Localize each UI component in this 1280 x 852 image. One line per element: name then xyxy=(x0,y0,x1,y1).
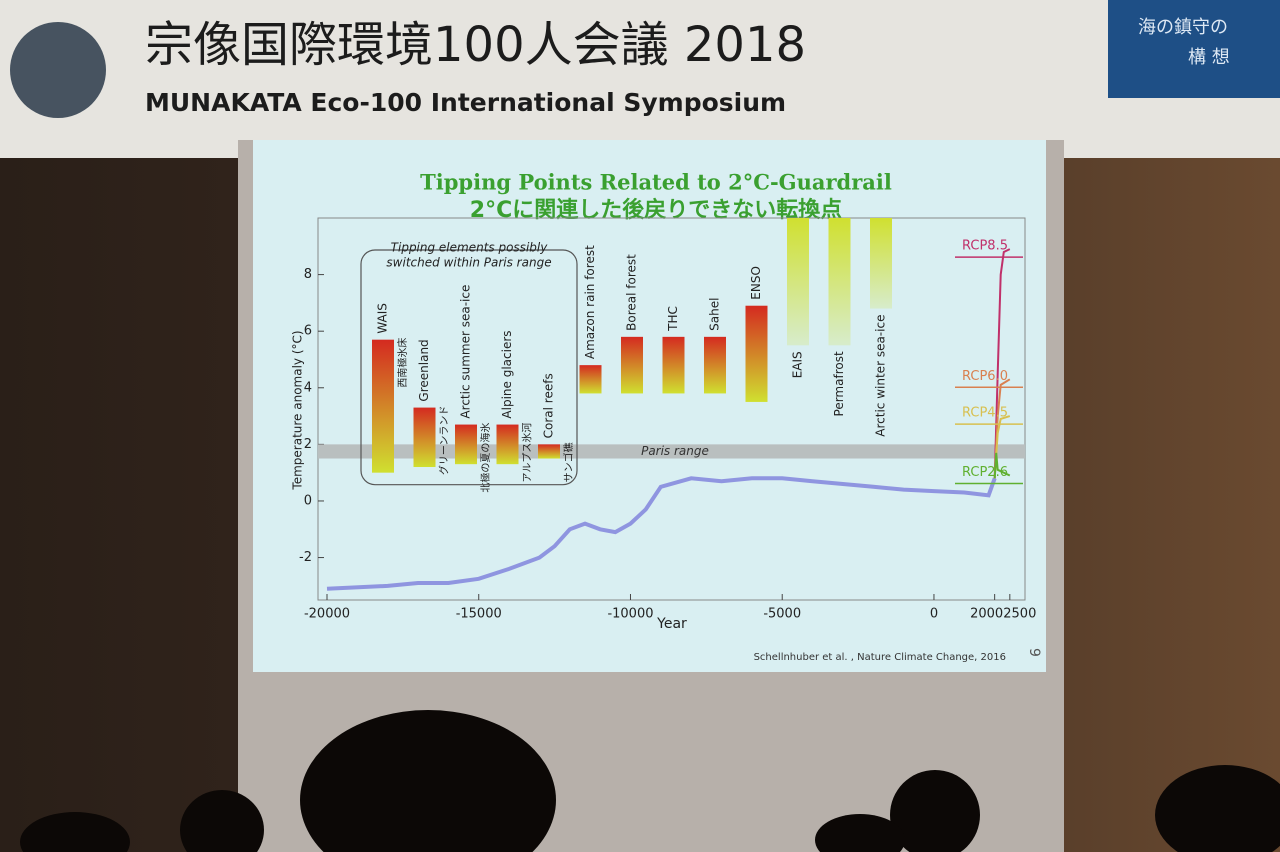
band-label: Paris range xyxy=(641,444,709,458)
x-tick-label: 2000 xyxy=(970,607,1003,622)
x-tick-label: -5000 xyxy=(763,607,801,622)
tipping-bar xyxy=(621,336,643,394)
group-label: switched within Paris range xyxy=(386,256,551,270)
side-text: 海の鎮守の xyxy=(1138,17,1228,38)
slide-title: Tipping Points Related to 2°C-Guardrail xyxy=(420,170,892,195)
banner-title-ja: 宗像国際環境100人会議 2018 xyxy=(145,17,806,73)
category-label-ja: サンゴ礁 xyxy=(562,442,575,482)
y-tick-label: 4 xyxy=(304,380,312,395)
category-label: Greenland xyxy=(417,339,431,401)
series-line xyxy=(993,452,1011,479)
category-label-ja: グリーンランド xyxy=(438,406,451,476)
silhouette xyxy=(890,770,980,852)
legend-label: RCP6.0 xyxy=(962,369,1008,384)
x-tick-label: -10000 xyxy=(607,607,653,622)
y-tick-label: 0 xyxy=(304,493,312,508)
category-label-ja: 西南極氷床 xyxy=(396,338,409,388)
category-label: Permafrost xyxy=(832,351,846,416)
plot: -2 0 2 4 6 8 -20000 -15000 -10000 -5000 0 2000 2500 P… xyxy=(299,217,1036,622)
series-line xyxy=(326,476,997,591)
y-axis-label: Temperature anomaly (°C) xyxy=(291,330,305,490)
tipping-bar xyxy=(455,424,477,465)
tipping-bar xyxy=(870,218,892,309)
x-tick-label: -15000 xyxy=(456,607,502,622)
legend-label: RCP8.5 xyxy=(962,239,1008,254)
tipping-bar xyxy=(704,336,726,394)
tipping-bar xyxy=(496,424,519,465)
category-label: Sahel xyxy=(708,298,722,331)
category-label: Arctic summer sea-ice xyxy=(459,285,473,419)
y-tick-label: 8 xyxy=(304,267,312,282)
legend-label: RCP4.5 xyxy=(962,406,1008,421)
category-label-ja: アルプス氷河 xyxy=(521,423,534,483)
legend-label: RCP2.6 xyxy=(962,465,1008,480)
tipping-bar xyxy=(372,339,394,473)
silhouette xyxy=(180,790,264,852)
series-line xyxy=(993,248,1011,479)
x-axis-label: Year xyxy=(656,616,687,632)
category-label: Arctic winter sea-ice xyxy=(874,315,888,437)
x-tick-label: 0 xyxy=(930,607,938,622)
y-tick-label: -2 xyxy=(299,550,312,565)
tipping-bar xyxy=(662,336,685,394)
y-tick-label: 2 xyxy=(304,437,312,452)
category-label-ja: 北極の夏の海氷 xyxy=(479,423,492,493)
category-label: Amazon rain forest xyxy=(583,245,597,359)
silhouette xyxy=(300,710,556,852)
category-label: EAIS xyxy=(791,351,805,378)
x-tick-label: -20000 xyxy=(304,607,350,622)
tipping-bar xyxy=(828,218,851,346)
plot-frame xyxy=(317,217,1026,601)
category-label: Alpine glaciers xyxy=(500,330,514,418)
page-number: 9 xyxy=(1026,648,1042,657)
group-label: Tipping elements possibly xyxy=(391,241,549,255)
category-label: ENSO xyxy=(749,266,763,300)
tipping-bar xyxy=(787,218,809,346)
category-label: Coral reefs xyxy=(542,373,556,438)
silhouette xyxy=(1155,765,1280,852)
category-label: Boreal forest xyxy=(625,254,639,331)
tipping-bar xyxy=(413,407,436,468)
tipping-bar xyxy=(745,305,768,402)
side-text: 構 想 xyxy=(1188,47,1230,68)
side-panel xyxy=(1108,0,1280,98)
paris-band xyxy=(318,444,1025,459)
silhouette xyxy=(20,812,130,852)
category-label: WAIS xyxy=(376,303,390,334)
audience xyxy=(20,710,1280,852)
banner xyxy=(0,0,1280,158)
tipping-bar xyxy=(538,444,560,459)
slide-subtitle: 2°Cに関連した後戻りできない転換点 xyxy=(470,197,842,223)
y-tick-label: 6 xyxy=(304,324,312,339)
banner-title-en: MUNAKATA Eco-100 International Symposium xyxy=(145,88,786,117)
group-box xyxy=(360,249,578,486)
tipping-bar xyxy=(579,365,602,394)
category-label: THC xyxy=(666,306,680,332)
silhouette xyxy=(815,814,905,852)
source: Schellnhuber et al. , Nature Climate Cha… xyxy=(754,652,1006,663)
logo xyxy=(10,22,106,118)
x-tick-label: 2500 xyxy=(1003,607,1036,622)
